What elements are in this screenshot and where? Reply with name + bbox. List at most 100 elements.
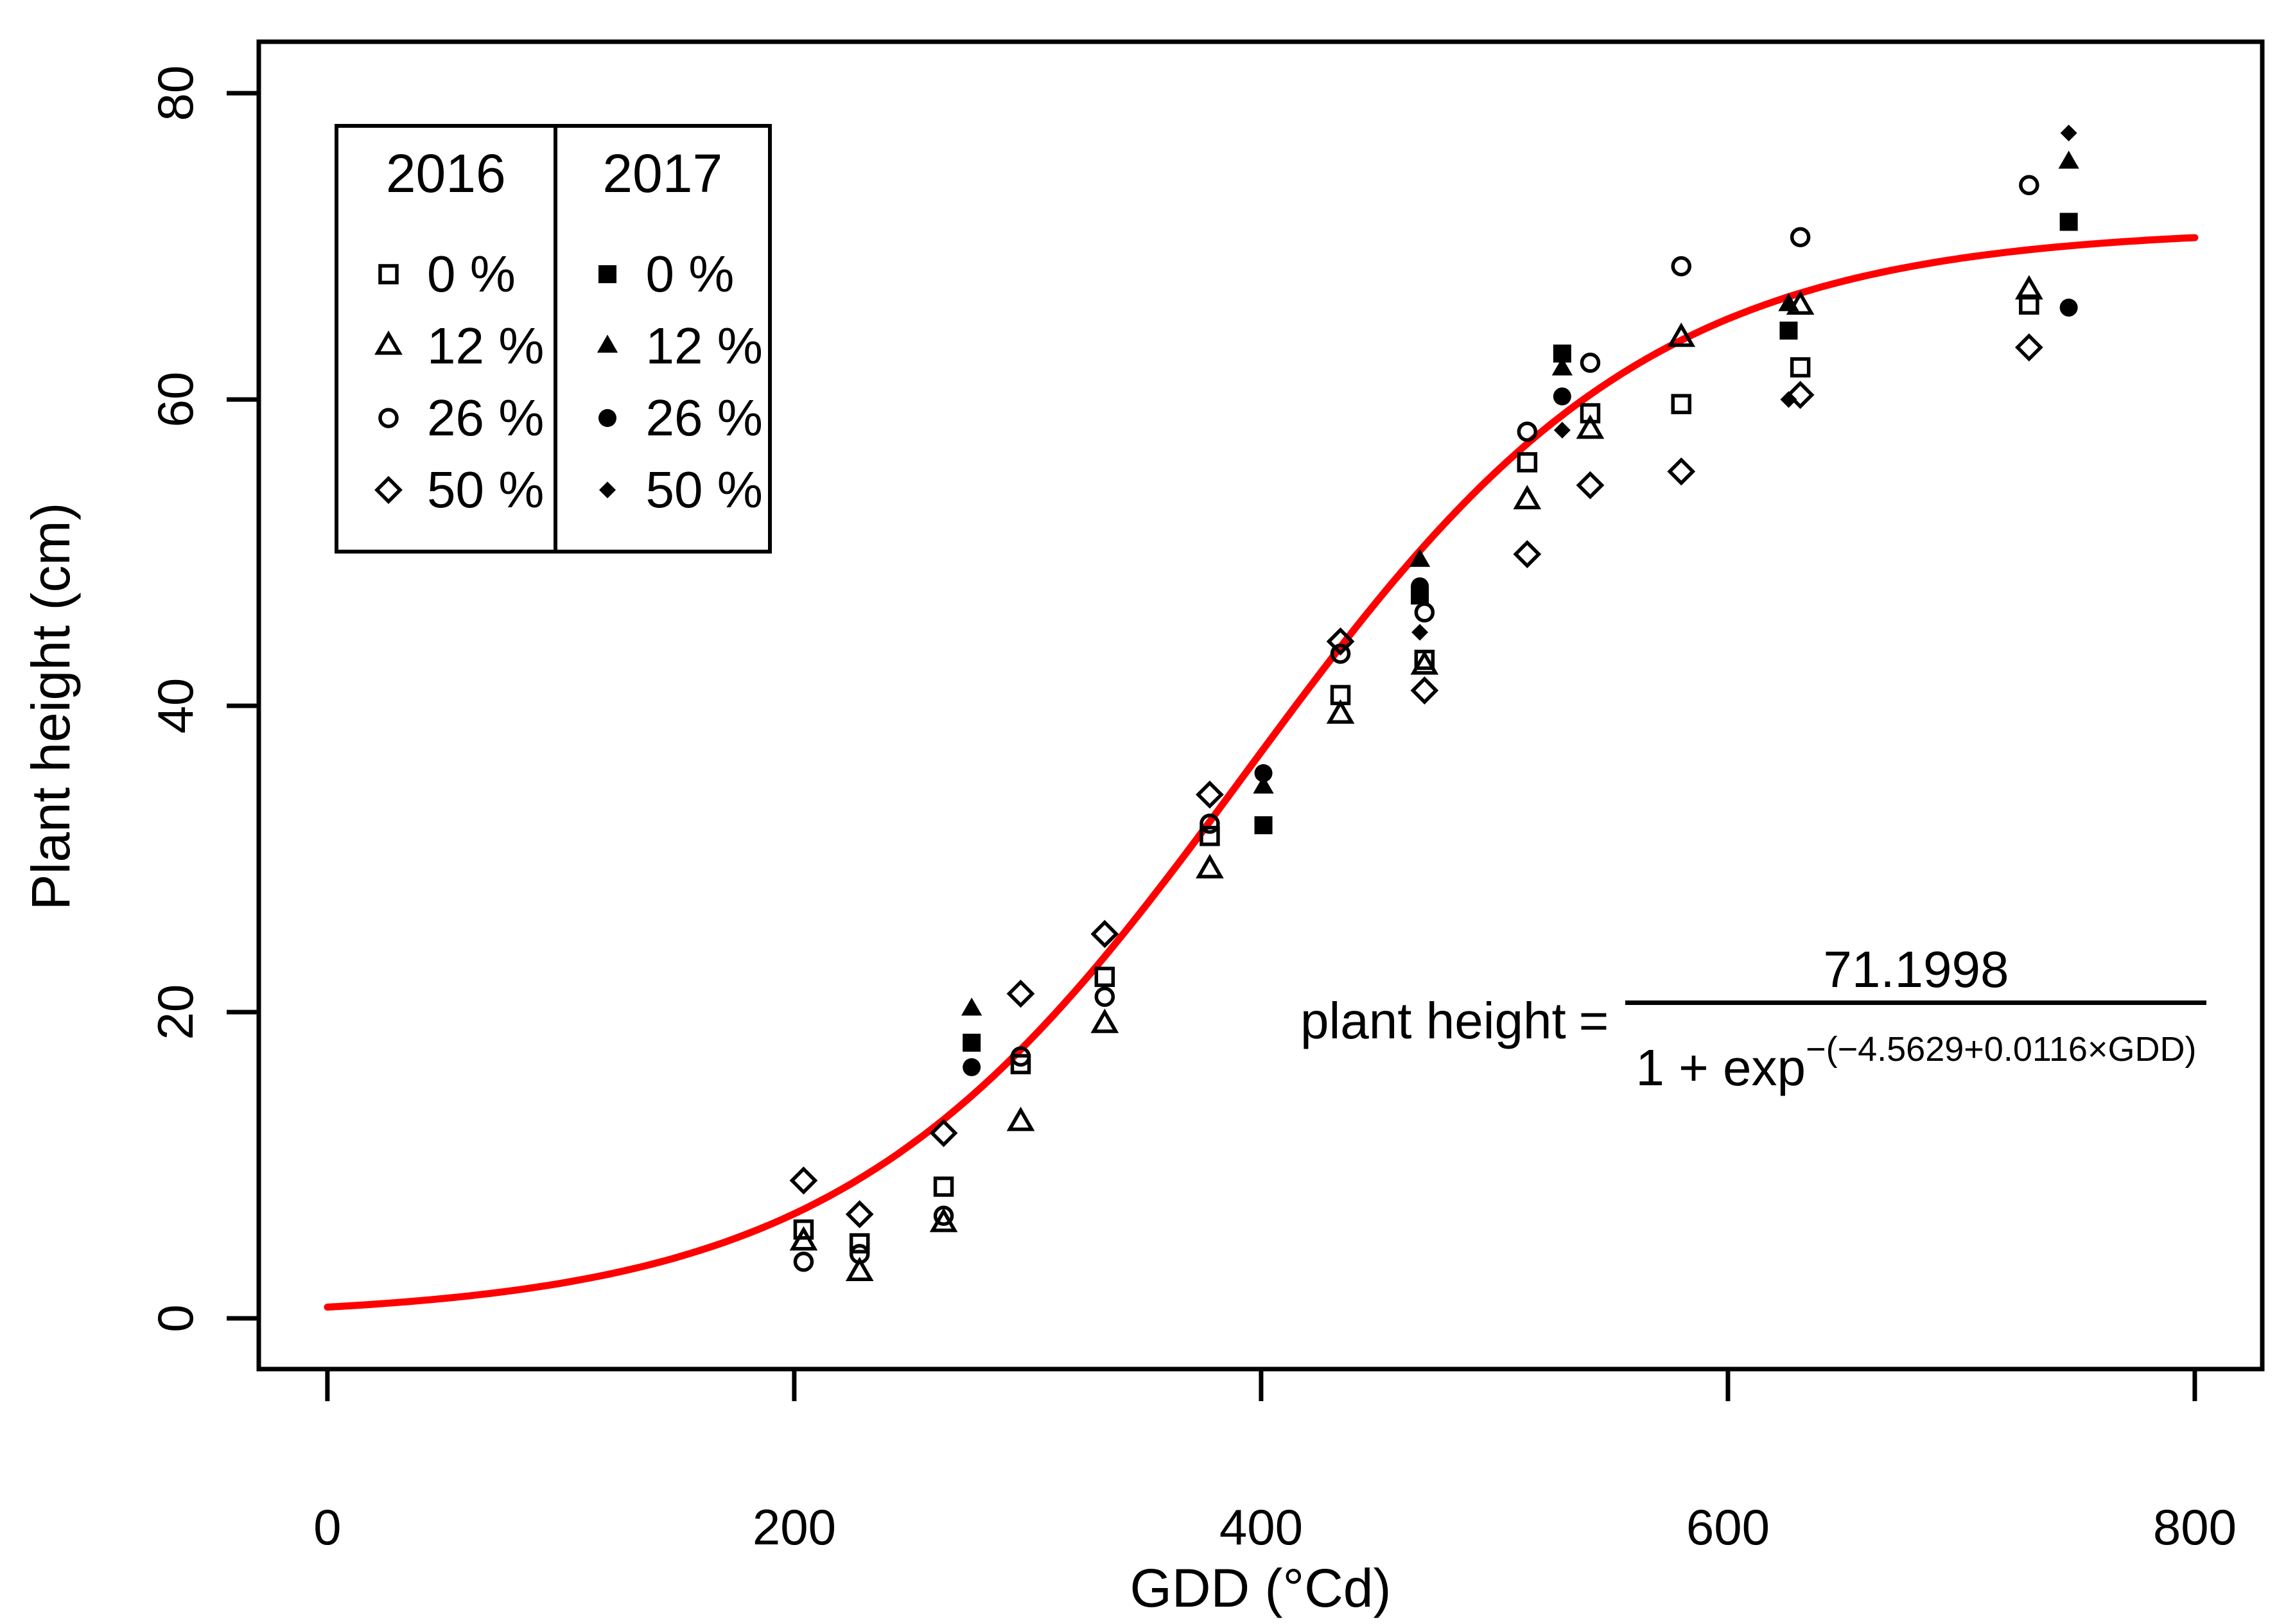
- legend-label: 50 %: [645, 461, 763, 518]
- x-tick-label: 400: [1219, 1499, 1303, 1555]
- data-point: [2019, 294, 2039, 315]
- series-2016: [789, 175, 2043, 1282]
- data-point: [1411, 624, 1429, 641]
- data-point: [2059, 299, 2078, 317]
- data-point: [1196, 780, 1224, 809]
- triangle-filled-icon: [597, 335, 618, 353]
- legend-label: 50 %: [427, 461, 545, 518]
- data-point: [845, 1200, 874, 1228]
- data-point: [1409, 548, 1431, 567]
- legend-year-header: 2017: [602, 143, 723, 204]
- data-point: [1410, 676, 1439, 705]
- data-point: [789, 1166, 818, 1195]
- y-tick-label: 0: [147, 1304, 204, 1332]
- data-point: [845, 1257, 874, 1282]
- data-point: [933, 1205, 954, 1227]
- legend-rows-filled: 0 % 12 % 26 % 50 %: [557, 238, 769, 526]
- x-tick-label: 200: [753, 1499, 836, 1555]
- data-point: [2059, 213, 2078, 231]
- diamond-open-icon: [374, 476, 403, 504]
- legend-row: 0 %: [557, 238, 769, 310]
- data-point: [1517, 421, 1538, 442]
- series-2017: [961, 125, 2079, 1076]
- legend-label: 26 %: [427, 389, 545, 446]
- diamond-filled-icon: [598, 482, 616, 498]
- data-point: [789, 1226, 818, 1251]
- data-point: [1553, 421, 1571, 439]
- data-point: [1517, 452, 1538, 473]
- data-point: [1414, 602, 1435, 623]
- equation-exponent: −(−4.5629+0.0116×GDD): [1806, 1030, 2197, 1069]
- legend-label: 12 %: [645, 317, 763, 374]
- data-point: [1254, 816, 1273, 835]
- legend-row: 26 %: [557, 382, 769, 454]
- data-point: [1779, 321, 1798, 340]
- data-point: [1790, 357, 1811, 378]
- equation-numerator: 71.1998: [1823, 941, 2009, 998]
- data-point: [849, 1233, 870, 1253]
- data-point: [2058, 150, 2079, 169]
- data-point: [1786, 381, 1815, 409]
- data-point: [1667, 322, 1696, 347]
- data-point: [1411, 586, 1429, 605]
- x-axis-title: GDD (°Cd): [1130, 1558, 1392, 1618]
- data-point: [1667, 457, 1696, 486]
- data-point: [1090, 1008, 1119, 1033]
- legend-row: 12 %: [557, 310, 769, 382]
- legend-row: 50 %: [557, 454, 769, 526]
- data-point: [1253, 775, 1274, 794]
- y-tick-label: 40: [147, 678, 204, 734]
- data-point: [1200, 813, 1220, 834]
- data-point: [1513, 540, 1542, 568]
- legend-label: 26 %: [645, 389, 763, 446]
- legend-column-2017: 2017 0 % 12 % 26 % 50 %: [553, 128, 769, 550]
- legend-rows-open: 0 % 12 % 26 % 50 %: [338, 238, 554, 526]
- data-point: [793, 1219, 814, 1240]
- square-open-icon: [378, 264, 399, 284]
- equation-den-base: 1 + exp: [1636, 1039, 1806, 1096]
- data-point: [1790, 227, 1811, 248]
- data-point: [1513, 485, 1542, 510]
- equation-fraction: 71.1998 1 + exp−(−4.5629+0.0116×GDD): [1625, 939, 2207, 1103]
- data-point: [1410, 650, 1439, 675]
- data-point: [1254, 764, 1273, 783]
- legend-column-2016: 2016 0 % 12 % 26 % 50 %: [338, 128, 554, 550]
- data-point: [1778, 293, 1799, 311]
- data-point: [963, 1033, 981, 1052]
- data-point: [1326, 627, 1355, 656]
- x-tick-label: 0: [313, 1499, 341, 1555]
- data-point: [1330, 643, 1351, 664]
- data-point: [1200, 826, 1220, 846]
- data-point: [1196, 853, 1224, 878]
- fit-curve: [324, 234, 2199, 1311]
- data-point: [1580, 403, 1601, 424]
- legend: 2016 0 % 12 % 26 % 50 % 2017 0 % 12 % 26 % 50 …: [335, 124, 772, 554]
- x-tick-label: 600: [1686, 1499, 1770, 1555]
- data-point: [1326, 699, 1355, 724]
- legend-row: 12 %: [338, 310, 554, 382]
- data-point: [793, 1252, 814, 1272]
- legend-year-header: 2016: [385, 143, 506, 204]
- data-point: [1580, 353, 1601, 373]
- data-point: [1786, 290, 1815, 315]
- y-tick-label: 80: [147, 65, 204, 121]
- legend-label: 12 %: [427, 317, 545, 374]
- fit-equation: plant height = 71.1998 1 + exp−(−4.5629+…: [1300, 939, 2207, 1103]
- data-point: [1094, 966, 1115, 987]
- legend-row: 0 %: [338, 238, 554, 310]
- data-point: [1010, 1054, 1031, 1074]
- data-point: [2014, 333, 2043, 362]
- data-point: [1576, 471, 1605, 500]
- data-point: [1553, 387, 1571, 406]
- legend-label: 0 %: [645, 245, 735, 302]
- equation-denominator: 1 + exp−(−4.5629+0.0116×GDD): [1625, 1000, 2207, 1103]
- y-axis-title: Plant height (cm): [21, 503, 81, 911]
- y-tick-label: 60: [147, 372, 204, 428]
- data-point: [929, 1119, 958, 1148]
- data-point: [963, 1058, 981, 1076]
- legend-label: 0 %: [427, 245, 516, 302]
- circle-filled-icon: [598, 409, 616, 427]
- x-tick-label: 800: [2153, 1499, 2237, 1555]
